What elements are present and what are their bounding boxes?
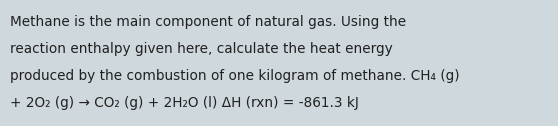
Text: Methane is the main component of natural gas. Using the: Methane is the main component of natural… bbox=[10, 15, 406, 29]
Text: produced by the combustion of one kilogram of methane. CH₄ (g): produced by the combustion of one kilogr… bbox=[10, 69, 460, 83]
Text: + 2O₂ (g) → CO₂ (g) + 2H₂O (l) ΔH (rxn) = -861.3 kJ: + 2O₂ (g) → CO₂ (g) + 2H₂O (l) ΔH (rxn) … bbox=[10, 96, 359, 110]
Text: reaction enthalpy given here, calculate the heat energy: reaction enthalpy given here, calculate … bbox=[10, 42, 393, 56]
